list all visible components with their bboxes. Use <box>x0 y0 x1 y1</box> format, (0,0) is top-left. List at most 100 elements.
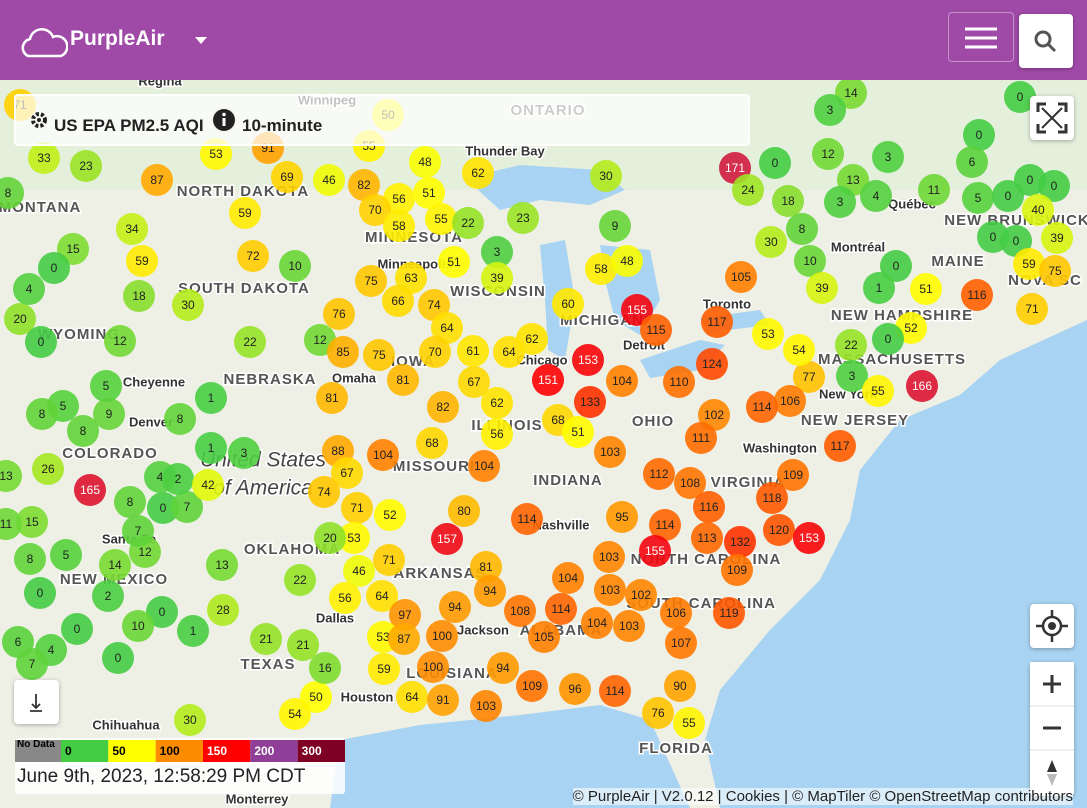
sensor-marker[interactable] <box>50 539 82 571</box>
sensor-marker[interactable] <box>481 236 513 268</box>
sensor-marker[interactable] <box>691 522 723 554</box>
sensor-marker[interactable] <box>126 245 158 277</box>
sensor-marker[interactable] <box>4 303 36 335</box>
sensor-marker[interactable] <box>116 213 148 245</box>
sensor-marker[interactable] <box>621 294 653 326</box>
sensor-marker[interactable] <box>373 544 405 576</box>
sensor-marker[interactable] <box>532 364 564 396</box>
search-button[interactable] <box>1019 14 1073 68</box>
sensor-marker[interactable] <box>572 344 604 376</box>
sensor-marker[interactable] <box>1041 222 1073 254</box>
sensor-marker[interactable] <box>122 610 154 642</box>
sensor-marker[interactable] <box>701 306 733 338</box>
dropdown-caret[interactable] <box>194 36 208 46</box>
sensor-marker[interactable] <box>171 491 203 523</box>
sensor-marker[interactable] <box>426 620 458 652</box>
sensor-marker[interactable] <box>439 591 471 623</box>
sensor-marker[interactable] <box>793 522 825 554</box>
sensor-marker[interactable] <box>511 503 543 535</box>
sensor-marker[interactable] <box>313 164 345 196</box>
sensor-marker[interactable] <box>287 629 319 661</box>
sensor-marker[interactable] <box>574 386 606 418</box>
sensor-marker[interactable] <box>906 370 938 402</box>
sensor-marker[interactable] <box>341 492 373 524</box>
sensor-marker[interactable] <box>663 366 695 398</box>
sensor-marker[interactable] <box>863 272 895 304</box>
zoom-in[interactable] <box>1030 662 1074 706</box>
sensor-marker[interactable] <box>141 164 173 196</box>
fullscreen-button[interactable] <box>1030 96 1074 140</box>
sensor-marker[interactable] <box>862 375 894 407</box>
sensor-marker[interactable] <box>625 579 657 611</box>
sensor-marker[interactable] <box>343 555 375 587</box>
sensor-marker[interactable] <box>174 704 206 736</box>
sensor-marker[interactable] <box>814 94 846 126</box>
sensor-marker[interactable] <box>0 460 22 492</box>
sensor-marker[interactable] <box>732 174 764 206</box>
sensor-marker[interactable] <box>382 285 414 317</box>
sensor-marker[interactable] <box>793 361 825 393</box>
sensor-marker[interactable] <box>599 210 631 242</box>
sensor-marker[interactable] <box>327 336 359 368</box>
sensor-marker[interactable] <box>164 403 196 435</box>
sensor-marker[interactable] <box>93 398 125 430</box>
sensor-marker[interactable] <box>409 146 441 178</box>
sensor-marker[interactable] <box>713 597 745 629</box>
sensor-marker[interactable] <box>559 673 591 705</box>
sensor-marker[interactable] <box>396 681 428 713</box>
sensor-marker[interactable] <box>279 698 311 730</box>
sensor-marker[interactable] <box>374 499 406 531</box>
attribution[interactable]: © PurpleAir | V2.0.12 | Cookies | © MapT… <box>572 788 1073 805</box>
sensor-marker[interactable] <box>1013 248 1045 280</box>
sensor-marker[interactable] <box>468 450 500 482</box>
sensor-marker[interactable] <box>331 457 363 489</box>
sensor-marker[interactable] <box>752 318 784 350</box>
sensor-marker[interactable] <box>172 289 204 321</box>
sensor-marker[interactable] <box>389 599 421 631</box>
sensor-marker[interactable] <box>123 280 155 312</box>
sensor-marker[interactable] <box>835 329 867 361</box>
sensor-marker[interactable] <box>427 684 459 716</box>
sensor-marker[interactable] <box>1039 255 1071 287</box>
sensor-marker[interactable] <box>639 535 671 567</box>
sensor-marker[interactable] <box>419 336 451 368</box>
sensor-marker[interactable] <box>206 549 238 581</box>
sensor-marker[interactable] <box>685 422 717 454</box>
sensor-marker[interactable] <box>481 418 513 450</box>
sensor-marker[interactable] <box>228 437 260 469</box>
sensor-marker[interactable] <box>474 575 506 607</box>
sensor-marker[interactable] <box>427 391 459 423</box>
brand[interactable]: PurpleAir <box>70 27 165 50</box>
sensor-marker[interactable] <box>992 180 1024 212</box>
sensor-marker[interactable] <box>660 597 692 629</box>
sensor-marker[interactable] <box>504 595 536 627</box>
sensor-marker[interactable] <box>363 339 395 371</box>
sensor-marker[interactable] <box>13 273 45 305</box>
sensor-marker[interactable] <box>674 467 706 499</box>
sensor-marker[interactable] <box>725 261 757 293</box>
sensor-marker[interactable] <box>664 670 696 702</box>
sensor-marker[interactable] <box>177 615 209 647</box>
layer-selector[interactable]: US EPA PM2.5 AQI 10-minute <box>14 94 750 146</box>
sensor-marker[interactable] <box>470 551 502 583</box>
sensor-marker[interactable] <box>956 146 988 178</box>
sensor-marker[interactable] <box>234 326 266 358</box>
sensor-marker[interactable] <box>38 252 70 284</box>
sensor-marker[interactable] <box>774 385 806 417</box>
sensor-marker[interactable] <box>507 202 539 234</box>
sensor-marker[interactable] <box>92 580 124 612</box>
sensor-marker[interactable] <box>355 265 387 297</box>
sensor-marker[interactable] <box>1004 81 1036 113</box>
sensor-marker[interactable] <box>438 246 470 278</box>
sensor-marker[interactable] <box>323 298 355 330</box>
sensor-marker[interactable] <box>195 382 227 414</box>
sensor-marker[interactable] <box>162 463 194 495</box>
sensor-marker[interactable] <box>812 138 844 170</box>
sensor-marker[interactable] <box>606 365 638 397</box>
download-button[interactable] <box>14 680 59 724</box>
sensor-marker[interactable] <box>1016 293 1048 325</box>
sensor-marker[interactable] <box>383 183 415 215</box>
sensor-marker[interactable] <box>611 245 643 277</box>
sensor-marker[interactable] <box>642 697 674 729</box>
sensor-marker[interactable] <box>413 177 445 209</box>
